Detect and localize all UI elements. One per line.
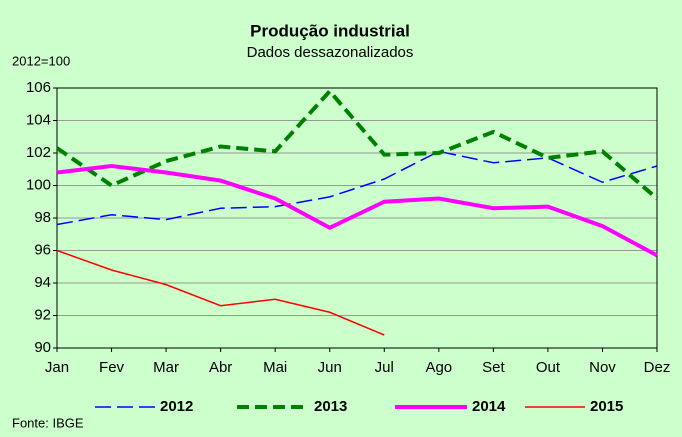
plot-border [56,87,658,349]
chart-title: Produção industrial [250,21,410,40]
y-tick-label: 92 [34,306,51,323]
x-tick-label: Jun [318,359,342,376]
legend-label: 2013 [314,398,347,415]
x-tick-label: Dez [644,359,671,376]
legend-label: 2014 [472,398,506,415]
x-tick-label: Jul [375,359,394,376]
x-tick-label: Set [482,359,505,376]
x-tick-label: Mar [153,359,179,376]
y-tick-label: 90 [34,339,51,356]
x-tick-label: Mai [263,359,287,376]
x-tick-label: Out [536,359,561,376]
x-tick-label: Nov [589,359,616,376]
series-line [55,88,659,201]
y-tick-label: 100 [26,176,51,193]
y-tick-label: 104 [26,111,51,128]
series-line [56,249,385,336]
chart-subtitle: Dados dessazonalizados [247,44,414,61]
y-tick-label: 106 [26,79,51,96]
x-tick-label: Ago [425,359,452,376]
series-line [56,163,658,258]
y-axis-label: 2012=100 [12,53,70,68]
x-tick-label: Jan [45,359,69,376]
y-tick-label: 96 [34,241,51,258]
legend-label: 2012 [160,398,193,415]
legend-label: 2015 [590,398,623,415]
y-tick-label: 94 [34,274,51,291]
y-tick-label: 102 [26,144,51,161]
y-tick-label: 98 [34,209,51,226]
x-tick-label: Abr [209,359,232,376]
source: Fonte: IBGE [12,415,84,430]
x-tick-label: Fev [99,359,125,376]
series-line [56,150,658,226]
